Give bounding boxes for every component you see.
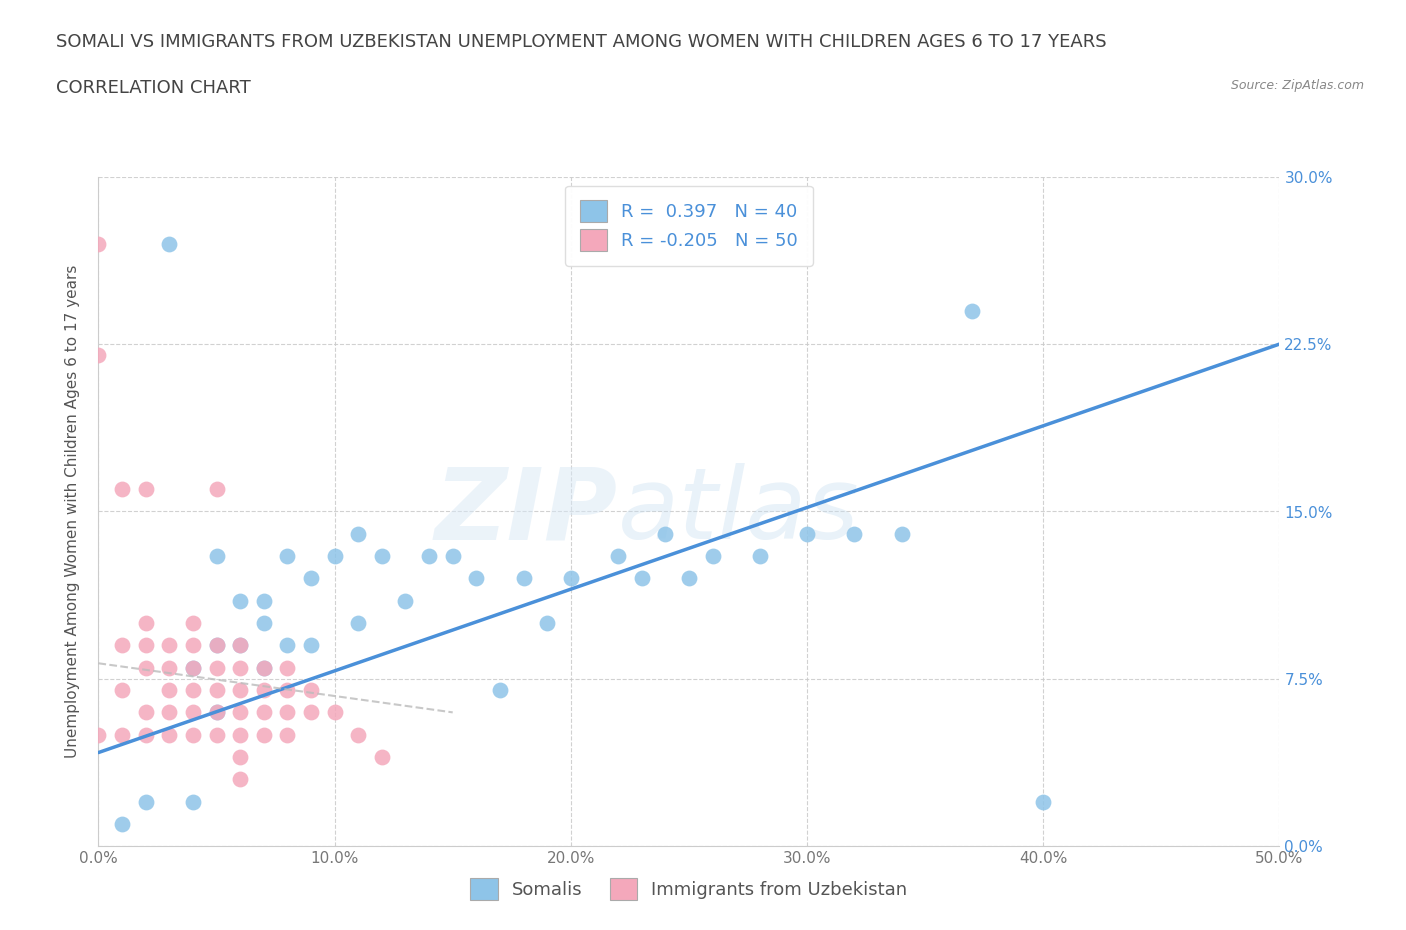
Point: [135, 616, 157, 631]
Point: [654, 526, 676, 541]
Point: [181, 660, 204, 675]
Point: [441, 549, 464, 564]
Point: [253, 660, 276, 675]
Point: [229, 638, 252, 653]
Point: [253, 683, 276, 698]
Point: [111, 683, 134, 698]
Point: [229, 705, 252, 720]
Point: [181, 683, 204, 698]
Point: [157, 683, 180, 698]
Point: [157, 727, 180, 742]
Point: [299, 571, 322, 586]
Y-axis label: Unemployment Among Women with Children Ages 6 to 17 years: Unemployment Among Women with Children A…: [65, 265, 80, 758]
Point: [253, 593, 276, 608]
Point: [844, 526, 866, 541]
Point: [205, 482, 228, 497]
Point: [135, 794, 157, 809]
Point: [347, 526, 370, 541]
Point: [181, 794, 204, 809]
Point: [323, 705, 346, 720]
Point: [796, 526, 818, 541]
Point: [135, 482, 157, 497]
Point: [512, 571, 534, 586]
Point: [111, 638, 134, 653]
Text: SOMALI VS IMMIGRANTS FROM UZBEKISTAN UNEMPLOYMENT AMONG WOMEN WITH CHILDREN AGES: SOMALI VS IMMIGRANTS FROM UZBEKISTAN UNE…: [56, 33, 1107, 50]
Point: [347, 616, 370, 631]
Point: [229, 772, 252, 787]
Point: [253, 705, 276, 720]
Point: [87, 348, 110, 363]
Point: [181, 705, 204, 720]
Point: [157, 638, 180, 653]
Point: [229, 638, 252, 653]
Point: [157, 705, 180, 720]
Point: [229, 683, 252, 698]
Point: [253, 727, 276, 742]
Point: [371, 750, 394, 764]
Point: [205, 705, 228, 720]
Point: [181, 616, 204, 631]
Point: [323, 549, 346, 564]
Point: [229, 727, 252, 742]
Point: [135, 660, 157, 675]
Point: [229, 750, 252, 764]
Text: CORRELATION CHART: CORRELATION CHART: [56, 79, 252, 97]
Point: [890, 526, 912, 541]
Point: [299, 705, 322, 720]
Point: [111, 727, 134, 742]
Point: [276, 660, 298, 675]
Point: [276, 683, 298, 698]
Point: [181, 727, 204, 742]
Point: [276, 549, 298, 564]
Point: [276, 727, 298, 742]
Point: [536, 616, 558, 631]
Point: [253, 660, 276, 675]
Point: [205, 638, 228, 653]
Point: [135, 705, 157, 720]
Point: [87, 727, 110, 742]
Point: [87, 236, 110, 251]
Point: [205, 638, 228, 653]
Legend: Somalis, Immigrants from Uzbekistan: Somalis, Immigrants from Uzbekistan: [456, 863, 922, 914]
Point: [607, 549, 630, 564]
Point: [229, 660, 252, 675]
Point: [1032, 794, 1054, 809]
Point: [181, 660, 204, 675]
Point: [253, 616, 276, 631]
Point: [748, 549, 770, 564]
Text: ZIP: ZIP: [434, 463, 619, 560]
Point: [205, 660, 228, 675]
Point: [205, 705, 228, 720]
Point: [111, 482, 134, 497]
Point: [489, 683, 512, 698]
Point: [229, 593, 252, 608]
Point: [962, 303, 984, 318]
Point: [135, 727, 157, 742]
Point: [347, 727, 370, 742]
Point: [702, 549, 724, 564]
Point: [205, 549, 228, 564]
Point: [111, 817, 134, 831]
Point: [371, 549, 394, 564]
Point: [181, 638, 204, 653]
Point: [157, 236, 180, 251]
Point: [299, 638, 322, 653]
Text: Source: ZipAtlas.com: Source: ZipAtlas.com: [1230, 79, 1364, 92]
Point: [157, 660, 180, 675]
Text: atlas: atlas: [619, 463, 859, 560]
Point: [418, 549, 440, 564]
Point: [465, 571, 488, 586]
Point: [560, 571, 582, 586]
Point: [678, 571, 700, 586]
Point: [299, 683, 322, 698]
Point: [276, 705, 298, 720]
Point: [276, 638, 298, 653]
Point: [205, 727, 228, 742]
Point: [630, 571, 652, 586]
Point: [205, 683, 228, 698]
Point: [135, 638, 157, 653]
Point: [394, 593, 416, 608]
